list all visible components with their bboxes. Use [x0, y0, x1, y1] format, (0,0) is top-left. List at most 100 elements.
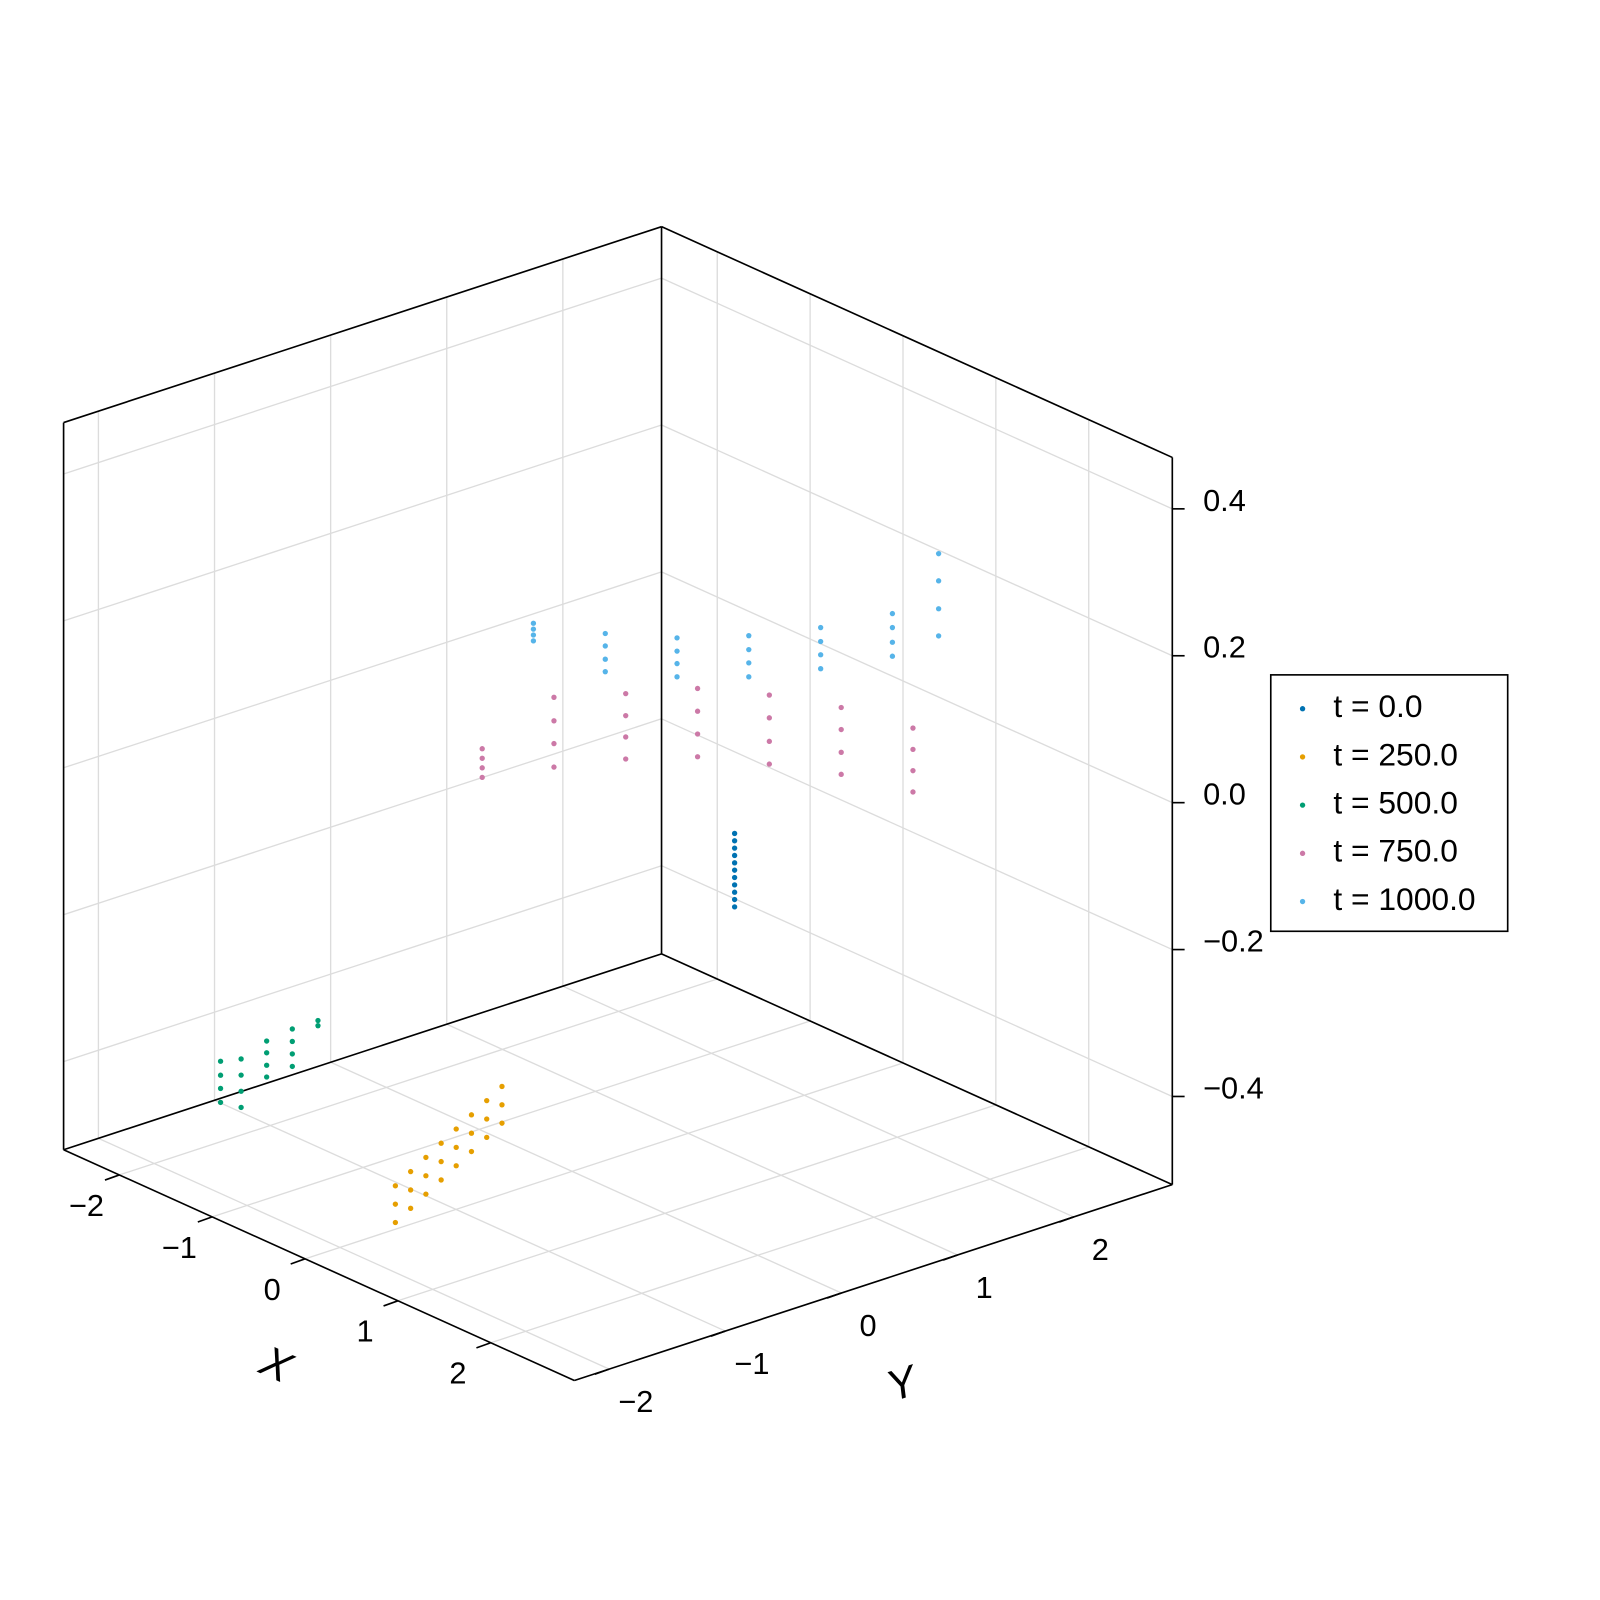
point [238, 1056, 244, 1062]
point [484, 1116, 490, 1122]
point [468, 1148, 475, 1155]
point [551, 740, 557, 747]
grid-line [661, 571, 1173, 804]
grid-line [661, 718, 1173, 951]
point [551, 718, 557, 724]
x-tick-label: −1 [162, 1230, 197, 1265]
axes-frame [62, 225, 1185, 1382]
legend-box [1269, 674, 1509, 933]
legend-label: t = 0.0 [1333, 688, 1422, 724]
grid-line [214, 1099, 726, 1332]
grid-line [63, 277, 662, 475]
point [479, 746, 485, 752]
plot-area [217, 550, 942, 1226]
grid [63, 251, 1173, 1370]
point [889, 639, 896, 645]
point [731, 838, 738, 844]
point [910, 789, 916, 795]
x-tick [383, 1300, 399, 1307]
point [453, 1144, 459, 1151]
point [392, 1219, 399, 1226]
point [551, 694, 557, 700]
legend: t = 0.0 t = 250.0 t = 500.0 t = 750.0 t = 10… [1269, 674, 1509, 933]
point [217, 1085, 224, 1092]
point [468, 1130, 475, 1136]
point [694, 731, 701, 737]
point [731, 867, 738, 873]
point [817, 624, 824, 631]
z-tick-label: 0.0 [1203, 777, 1246, 812]
point [731, 874, 738, 881]
point [530, 626, 537, 632]
point [694, 685, 701, 692]
point [438, 1158, 444, 1165]
point [935, 633, 942, 639]
axis-line [63, 1148, 575, 1382]
point [694, 708, 701, 714]
point [889, 624, 896, 631]
point [731, 889, 738, 895]
point [817, 638, 824, 645]
point [217, 1058, 224, 1064]
grid-line [490, 1146, 1089, 1344]
point [838, 749, 844, 755]
point [499, 1102, 505, 1108]
point [817, 666, 824, 672]
point [484, 1097, 490, 1104]
point [674, 674, 680, 680]
x-tick [290, 1258, 306, 1265]
x-tick [476, 1341, 492, 1349]
legend-marker [1299, 898, 1306, 905]
legend-marker [1299, 754, 1306, 760]
point [838, 704, 844, 711]
y-tick-label: 2 [1092, 1232, 1109, 1267]
point [602, 669, 608, 675]
x-tick [197, 1216, 213, 1223]
point [423, 1154, 429, 1161]
point [217, 1099, 224, 1106]
axis-line [63, 225, 662, 424]
point [746, 660, 752, 666]
point [315, 1017, 321, 1024]
point [746, 674, 752, 680]
point [766, 692, 773, 698]
point [674, 648, 680, 654]
legend-marker [1299, 706, 1306, 712]
axis-line [661, 225, 1173, 459]
y-tick-label: 0 [860, 1308, 877, 1343]
point [731, 896, 738, 903]
legend-label: t = 750.0 [1333, 833, 1458, 869]
point [499, 1083, 505, 1090]
axis-line [661, 953, 1173, 1186]
x-tick-label: 1 [357, 1314, 374, 1349]
grid-line [661, 424, 1173, 657]
grid-line [211, 1020, 811, 1218]
point [817, 652, 824, 658]
point [910, 746, 916, 753]
z-tick-label: 0.2 [1203, 630, 1246, 665]
point [838, 726, 844, 733]
grid-line [397, 1104, 997, 1302]
point [910, 725, 916, 731]
point [423, 1191, 429, 1197]
grid-line [304, 1062, 904, 1260]
x-tick-label: 2 [449, 1356, 466, 1391]
legend-label: t = 500.0 [1333, 785, 1458, 821]
point [694, 754, 701, 760]
y-tick-label: −1 [734, 1346, 769, 1381]
z-tick-label: −0.4 [1203, 1070, 1264, 1105]
y-tick-label: 1 [976, 1270, 993, 1305]
point [766, 715, 773, 721]
x-tick-label: 0 [264, 1272, 281, 1307]
point [289, 1038, 295, 1045]
legend-label: t = 1000.0 [1333, 881, 1475, 917]
point [623, 734, 629, 740]
point [602, 630, 608, 637]
axis-labels: X Y −2 −1 0 1 2 −2 −1 0 1 2 −0.4 −0.2 0.0 0.2 0.4 [69, 483, 1264, 1419]
x-axis-title: X [252, 1337, 301, 1394]
grid-line [330, 1061, 842, 1294]
legend-marker [1299, 802, 1306, 808]
point [674, 660, 680, 667]
y-tick [594, 1368, 610, 1376]
